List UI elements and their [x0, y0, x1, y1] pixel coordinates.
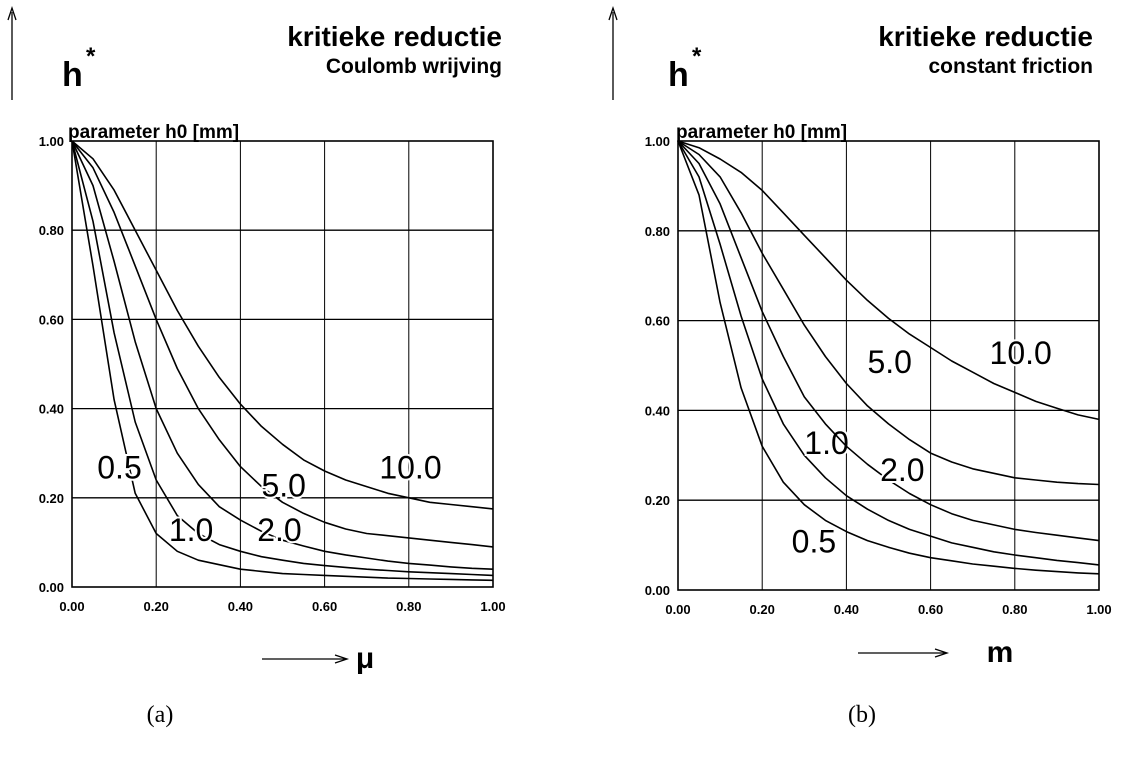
series-label-10-0: 10.0 — [379, 450, 441, 486]
x-tick-label: 0.40 — [834, 602, 859, 617]
series-line-2-0 — [677, 140, 1100, 542]
x-tick-label: 1.00 — [480, 599, 505, 614]
series-line-0-5 — [677, 140, 1100, 575]
plot-frame — [677, 140, 1100, 591]
y-axis-label-superscript: * — [692, 43, 702, 70]
y-tick-label: 0.20 — [645, 493, 670, 508]
x-axis-arrow-head — [934, 648, 950, 658]
x-tick-label: 0.80 — [1002, 602, 1027, 617]
x-tick-label: 0.00 — [665, 602, 690, 617]
chart-title: kritieke reductie — [287, 21, 502, 52]
series-label-0-5: 0.5 — [97, 450, 141, 486]
x-tick-label: 0.20 — [144, 599, 169, 614]
chart-subtitle: Coulomb wrijving — [326, 55, 502, 78]
y-axis-label: h — [62, 56, 83, 94]
series-label-2-0: 2.0 — [257, 512, 301, 548]
x-tick-label: 0.40 — [228, 599, 253, 614]
series-line-10-0 — [71, 140, 494, 510]
series-label-5-0: 5.0 — [261, 467, 305, 503]
y-tick-label: 0.60 — [39, 312, 64, 327]
series-line-2-0 — [71, 140, 494, 570]
x-tick-label: 0.20 — [750, 602, 775, 617]
y-tick-label: 1.00 — [645, 134, 670, 149]
chart-panel-a: h * kritieke reductie Coulomb wrijving 0.00 0… — [7, 5, 506, 728]
x-tick-label: 0.00 — [59, 599, 84, 614]
chart-subtitle: constant friction — [928, 55, 1093, 78]
y-tick-label: 0.20 — [39, 491, 64, 506]
x-tick-label: 1.00 — [1086, 602, 1111, 617]
y-tick-label: 1.00 — [39, 134, 64, 149]
y-axis-arrow-head — [7, 5, 17, 21]
y-tick-label: 0.00 — [39, 580, 64, 595]
series-line-5-0 — [677, 140, 1100, 486]
x-tick-label: 0.80 — [396, 599, 421, 614]
y-tick-label: 0.40 — [645, 403, 670, 418]
series-label-5-0: 5.0 — [867, 344, 911, 380]
x-axis-label: m — [987, 636, 1014, 669]
series-line-1-0 — [677, 140, 1100, 566]
y-tick-label: 0.00 — [645, 583, 670, 598]
legend-title: parameter h0 [mm] — [676, 122, 847, 143]
y-axis-label-superscript: * — [86, 43, 96, 70]
series-line-0-5 — [71, 140, 494, 582]
y-tick-label: 0.40 — [39, 402, 64, 417]
y-axis-arrow-head — [608, 5, 618, 21]
y-tick-label: 0.80 — [39, 223, 64, 238]
x-tick-label: 0.60 — [312, 599, 337, 614]
panel-label: (a) — [147, 702, 174, 728]
y-tick-label: 0.80 — [645, 224, 670, 239]
series-line-1-0 — [71, 140, 494, 577]
series-label-1-0: 1.0 — [169, 512, 213, 548]
series-label-2-0: 2.0 — [880, 452, 924, 488]
chart-panel-b: h * kritieke reductie constant friction 0.00… — [608, 5, 1112, 728]
series-line-5-0 — [71, 140, 494, 548]
panel-label: (b) — [848, 702, 876, 728]
x-axis-arrow-head — [334, 654, 350, 664]
chart-title: kritieke reductie — [878, 21, 1093, 52]
legend-title: parameter h0 [mm] — [68, 122, 239, 143]
y-axis-label: h — [668, 56, 689, 94]
series-line-10-0 — [677, 140, 1100, 421]
plot-frame — [71, 140, 494, 588]
x-axis-label: μ — [356, 642, 374, 675]
y-tick-label: 0.60 — [645, 314, 670, 329]
series-label-0-5: 0.5 — [792, 524, 836, 560]
series-label-10-0: 10.0 — [990, 335, 1052, 371]
x-tick-label: 0.60 — [918, 602, 943, 617]
